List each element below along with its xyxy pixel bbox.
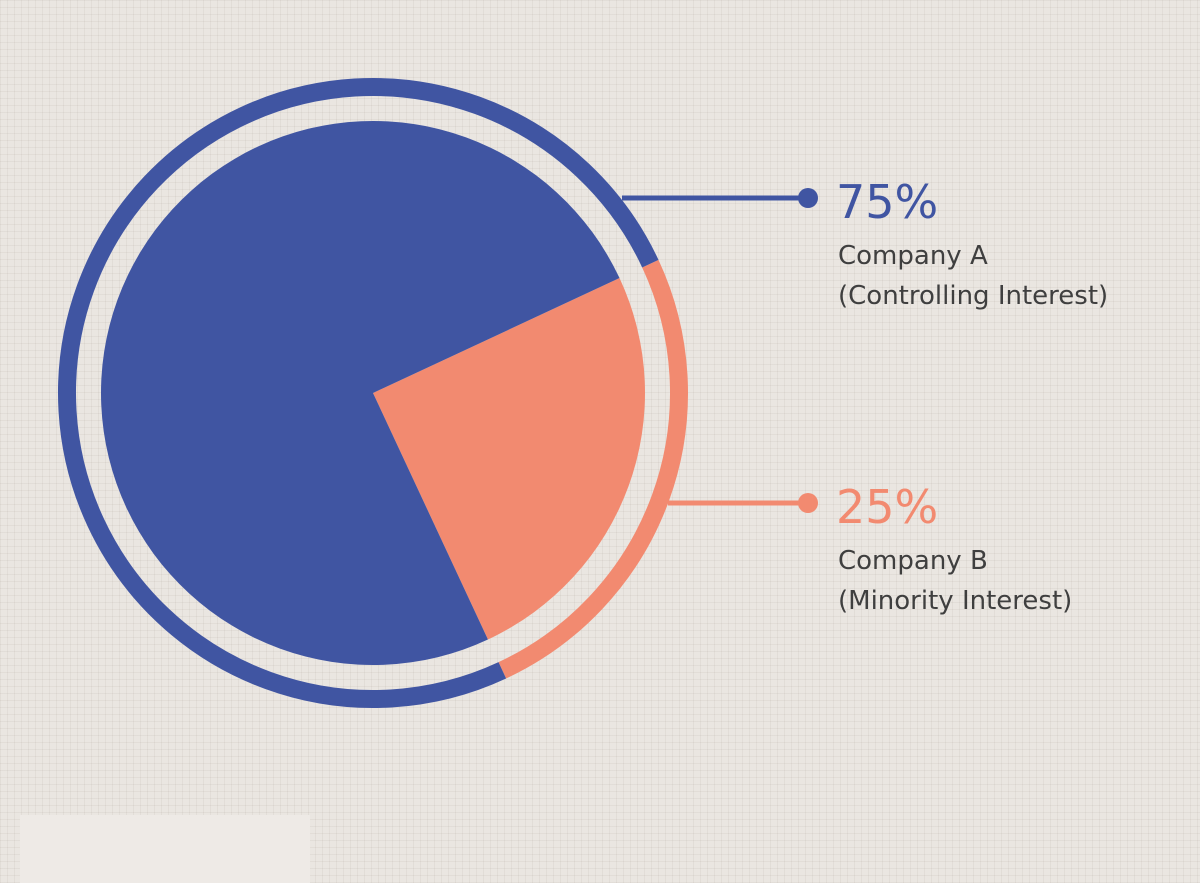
outer-ring-arc-company-b (498, 259, 688, 679)
outer-ring-group (58, 78, 688, 708)
leader-dot-company-a (798, 188, 818, 208)
leader-dot-company-b (798, 493, 818, 513)
callout-company-b: 25% Company B (Minority Interest) (668, 480, 1072, 616)
pie-slice-company-b (373, 278, 645, 640)
company-detail-a: (Controlling Interest) (838, 281, 1108, 311)
company-detail-b: (Minority Interest) (838, 586, 1072, 616)
pie-slice-company-a (101, 121, 620, 666)
outer-ring-arc-company-a (58, 78, 659, 708)
pie-slices (101, 121, 645, 666)
percent-label-company-b: 25% (836, 480, 938, 534)
callouts: 75% Company A (Controlling Interest) 25%… (622, 175, 1108, 616)
company-name-b: Company B (838, 546, 988, 576)
company-name-a: Company A (838, 241, 988, 271)
background-patch (20, 815, 310, 883)
callout-company-a: 75% Company A (Controlling Interest) (622, 175, 1108, 311)
percent-label-company-a: 75% (836, 175, 938, 229)
